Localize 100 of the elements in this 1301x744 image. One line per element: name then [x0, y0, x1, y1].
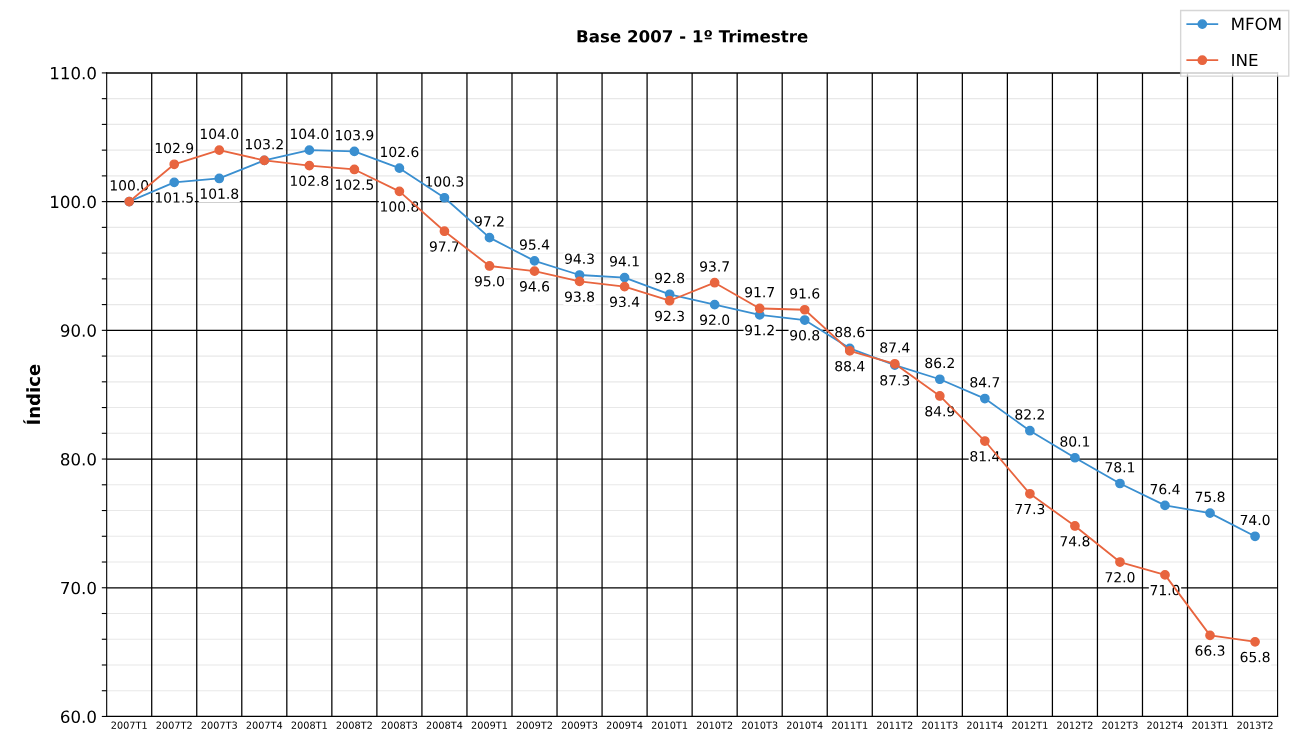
legend-label: MFOM — [1232, 17, 1281, 31]
data-label: 74.8 — [1060, 535, 1090, 547]
point — [1250, 636, 1260, 647]
point — [439, 192, 450, 203]
x-tick-label: 2012T4 — [1147, 721, 1183, 729]
x-tick-label: 2007T4 — [246, 721, 283, 729]
point — [529, 255, 540, 266]
x-tick-label: 2009T4 — [606, 721, 643, 729]
data-label: 93.7 — [700, 261, 729, 272]
point — [214, 173, 225, 184]
y-tick-label: 100.0 — [51, 195, 96, 209]
x-tick-label: 2012T1 — [1012, 721, 1048, 729]
x-tick-label: 2013T1 — [1192, 721, 1228, 729]
data-label: 87.3 — [880, 375, 910, 386]
data-label: 97.2 — [474, 216, 504, 227]
data-label: 92.3 — [655, 310, 684, 322]
y-tick-label: 80.0 — [60, 453, 96, 466]
data-label: 90.8 — [790, 330, 820, 341]
data-label: 80.1 — [1060, 436, 1090, 447]
data-label: 101.8 — [200, 188, 239, 199]
data-label: 103.2 — [245, 138, 283, 150]
point — [1070, 521, 1080, 531]
y-tick-label: 110.0 — [51, 66, 96, 80]
data-label: 97.7 — [429, 241, 459, 252]
x-tick-label: 2009T2 — [516, 721, 552, 729]
data-label: 100.3 — [426, 176, 464, 187]
x-tick-label: 2011T4 — [967, 721, 1003, 729]
data-label: 77.3 — [1015, 503, 1045, 515]
point — [529, 266, 540, 276]
x-tick-label: 2011T1 — [832, 721, 868, 729]
data-label: 94.3 — [564, 253, 594, 264]
point — [484, 261, 495, 271]
x-tick-label: 2008T1 — [291, 721, 327, 729]
data-label: 104.0 — [200, 128, 239, 140]
data-label: 76.4 — [1150, 483, 1180, 495]
data-label: 102.9 — [155, 142, 194, 154]
x-tick-label: 2007T2 — [156, 721, 192, 729]
data-label: 65.8 — [1240, 651, 1270, 663]
x-tick-label: 2008T2 — [336, 721, 372, 729]
point — [349, 164, 360, 175]
point — [1025, 425, 1035, 436]
point — [214, 145, 225, 156]
data-label: 87.4 — [880, 342, 910, 353]
data-label: 81.4 — [970, 451, 1000, 462]
data-label: 84.9 — [925, 405, 955, 417]
point — [1115, 478, 1125, 489]
point — [1205, 630, 1215, 641]
point — [484, 232, 495, 243]
data-label: 84.7 — [970, 377, 1000, 388]
x-tick-label: 2010T3 — [741, 721, 778, 729]
point — [349, 146, 360, 157]
point — [1025, 488, 1035, 499]
data-label: 86.2 — [925, 357, 954, 369]
data-label: 100.8 — [381, 201, 419, 212]
point — [799, 315, 810, 325]
point — [709, 299, 720, 310]
x-tick-label: 2012T2 — [1057, 721, 1093, 729]
point — [754, 303, 765, 314]
point — [169, 177, 180, 188]
point — [934, 391, 945, 401]
point — [799, 304, 810, 315]
point — [1250, 531, 1260, 542]
data-label: 75.8 — [1195, 491, 1225, 503]
x-tick-label: 2010T1 — [651, 721, 688, 729]
point — [394, 186, 405, 197]
data-label: 93.4 — [609, 296, 640, 308]
data-label: 82.2 — [1015, 409, 1044, 420]
point — [1160, 570, 1170, 580]
x-tick-label: 2011T3 — [922, 721, 958, 729]
data-label: 91.6 — [790, 288, 820, 299]
point — [979, 436, 990, 446]
x-tick-label: 2010T4 — [787, 721, 823, 729]
data-label: 101.5 — [155, 192, 193, 203]
point — [439, 226, 450, 237]
chart-title: Base 2007 - 1º Trimestre — [577, 29, 808, 43]
data-label: 92.8 — [655, 272, 685, 284]
x-tick-label: 2013T2 — [1237, 721, 1273, 729]
x-tick-label: 2009T3 — [561, 721, 598, 729]
data-label: 93.8 — [564, 291, 595, 302]
point — [304, 160, 315, 171]
x-tick-label: 2010T2 — [696, 721, 733, 729]
point — [979, 393, 990, 404]
point — [709, 277, 720, 288]
data-label: 66.3 — [1195, 645, 1225, 656]
data-label: 91.7 — [745, 286, 774, 298]
point — [1160, 500, 1170, 511]
point — [664, 295, 675, 306]
data-label: 100.0 — [110, 180, 149, 191]
point — [574, 276, 585, 287]
point — [619, 272, 630, 283]
point — [1070, 452, 1080, 463]
data-label: 94.1 — [609, 256, 639, 267]
data-label: 92.0 — [700, 314, 730, 326]
point — [169, 159, 180, 170]
x-tick-label: 2008T3 — [381, 721, 418, 729]
point — [934, 374, 945, 385]
data-label: 102.8 — [290, 175, 329, 187]
point — [1205, 508, 1215, 518]
data-label: 103.9 — [336, 129, 374, 141]
x-tick-label: 2011T2 — [877, 721, 913, 729]
